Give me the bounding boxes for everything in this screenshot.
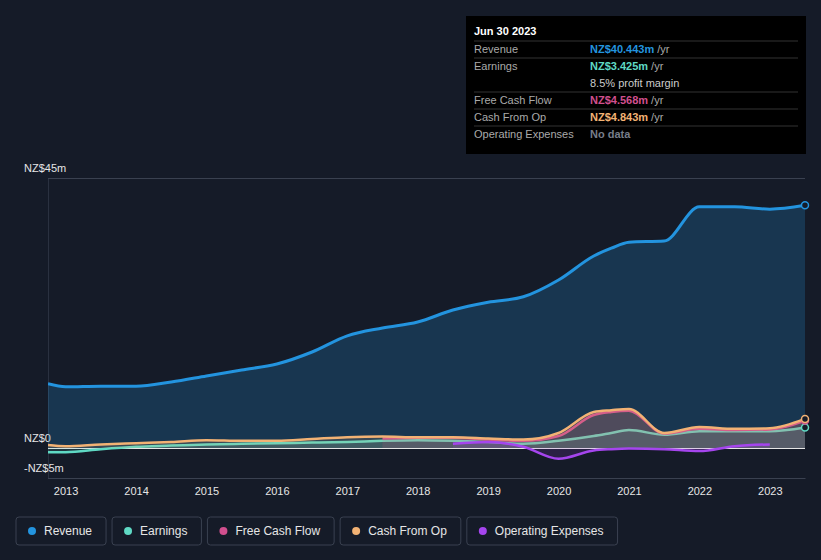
tooltip-value-text: NZ$40.443m [590, 43, 654, 55]
x-tick-label: 2015 [195, 485, 219, 497]
x-tick-label: 2023 [758, 485, 782, 497]
series-area [48, 409, 805, 448]
x-axis: 2013 2014 2015 2016 2017 2018 2019 2020 2021 2022… [49, 478, 806, 497]
series-line [453, 442, 770, 459]
chart: -NZ$5m NZ$0 NZ$45m 2013 2014 2015 2016 2017 2018… [0, 0, 821, 560]
legend-swatch [28, 527, 36, 535]
legend-label: Cash From Op [368, 524, 447, 538]
legend-swatch [124, 527, 132, 535]
tooltip-separator [474, 126, 798, 127]
x-tick: 2019 [476, 478, 500, 497]
x-tick: 2013 [54, 478, 78, 497]
end-dots [802, 202, 809, 431]
x-tick-label: 2013 [54, 485, 78, 497]
legend-label: Revenue [44, 524, 92, 538]
y-tick: NZ$45m [24, 162, 805, 179]
legend-item[interactable]: Free Cash Flow [207, 517, 334, 545]
tooltip-value: No data [590, 128, 631, 140]
series-line [48, 205, 805, 386]
legend-label: Free Cash Flow [235, 524, 320, 538]
tooltip-value: NZ$4.568m/yr [590, 94, 664, 106]
tooltip-unit: /yr [651, 94, 664, 106]
tooltip-value-text: No data [590, 128, 631, 140]
x-tick-label: 2021 [617, 485, 641, 497]
tooltip-label: Cash From Op [474, 111, 546, 123]
tooltip-unit: /yr [657, 43, 670, 55]
legend-item[interactable]: Operating Expenses [467, 517, 618, 545]
x-tick: 2023 [758, 478, 782, 497]
series-line [48, 409, 805, 446]
x-tick: 2018 [406, 478, 430, 497]
x-tick: 2017 [336, 478, 360, 497]
tooltip-separator [474, 109, 798, 110]
tooltip: Jun 30 2023 Revenue NZ$40.443m/yr Earnings N… [466, 16, 806, 154]
legend-box [467, 517, 618, 545]
tooltip-label: Revenue [474, 43, 518, 55]
legend-box [112, 517, 201, 545]
y-tick-label: NZ$0 [24, 432, 51, 444]
x-tick-label: 2022 [688, 485, 712, 497]
legend-item[interactable]: Revenue [16, 517, 106, 545]
end-dot [802, 415, 809, 422]
tooltip-separator [474, 92, 798, 93]
legend-swatch [352, 527, 360, 535]
x-tick: 2021 [617, 478, 641, 497]
legend-label: Operating Expenses [495, 524, 604, 538]
grid-line [48, 178, 805, 179]
tooltip-value: NZ$40.443m/yr [590, 43, 670, 55]
legend-box [340, 517, 461, 545]
y-tick-label: NZ$45m [24, 162, 66, 174]
legend-box [16, 517, 106, 545]
tooltip-value: NZ$3.425m/yr [590, 60, 664, 72]
x-tick: 2016 [265, 478, 289, 497]
x-tick-label: 2019 [476, 485, 500, 497]
x-axis-line [49, 478, 806, 479]
y-tick: -NZ$5m [24, 462, 805, 479]
tooltip-label: Operating Expenses [474, 128, 574, 140]
y-axis: -NZ$5m NZ$0 NZ$45m [24, 162, 805, 479]
end-dot [802, 424, 809, 431]
tooltip-separator [474, 58, 798, 59]
x-tick: 2015 [195, 478, 219, 497]
legend-box [207, 517, 334, 545]
y-tick-label: -NZ$5m [24, 462, 64, 474]
tooltip-bg [466, 16, 806, 154]
legend-label: Earnings [140, 524, 187, 538]
y-axis-line [49, 179, 806, 479]
tooltip-label: Free Cash Flow [474, 94, 552, 106]
legend-item[interactable]: Cash From Op [340, 517, 461, 545]
tooltip-value-text: NZ$3.425m [590, 60, 648, 72]
x-tick-label: 2020 [547, 485, 571, 497]
x-tick: 2022 [688, 478, 712, 497]
legend: Revenue Earnings Free Cash Flow Cash From O… [16, 517, 618, 545]
legend-item[interactable]: Earnings [112, 517, 201, 545]
series-area [48, 205, 805, 448]
x-tick: 2014 [124, 478, 148, 497]
x-tick-label: 2014 [124, 485, 148, 497]
x-tick-label: 2016 [265, 485, 289, 497]
series-area [453, 442, 770, 459]
grid-line [48, 478, 805, 479]
tooltip-unit: /yr [651, 111, 664, 123]
tooltip-value-text: NZ$4.843m [590, 111, 648, 123]
x-tick-label: 2018 [406, 485, 430, 497]
tooltip-separator [474, 41, 798, 42]
tooltip-date: Jun 30 2023 [474, 25, 536, 37]
tooltip-value-text: NZ$4.568m [590, 94, 648, 106]
legend-swatch [219, 527, 227, 535]
plot-area [48, 205, 805, 458]
tooltip-note: 8.5% profit margin [590, 77, 679, 89]
legend-swatch [479, 527, 487, 535]
x-tick-label: 2017 [336, 485, 360, 497]
tooltip-unit: /yr [651, 60, 664, 72]
x-tick: 2020 [547, 478, 571, 497]
tooltip-value: NZ$4.843m/yr [590, 111, 664, 123]
end-dot [802, 202, 809, 209]
tooltip-label: Earnings [474, 60, 518, 72]
